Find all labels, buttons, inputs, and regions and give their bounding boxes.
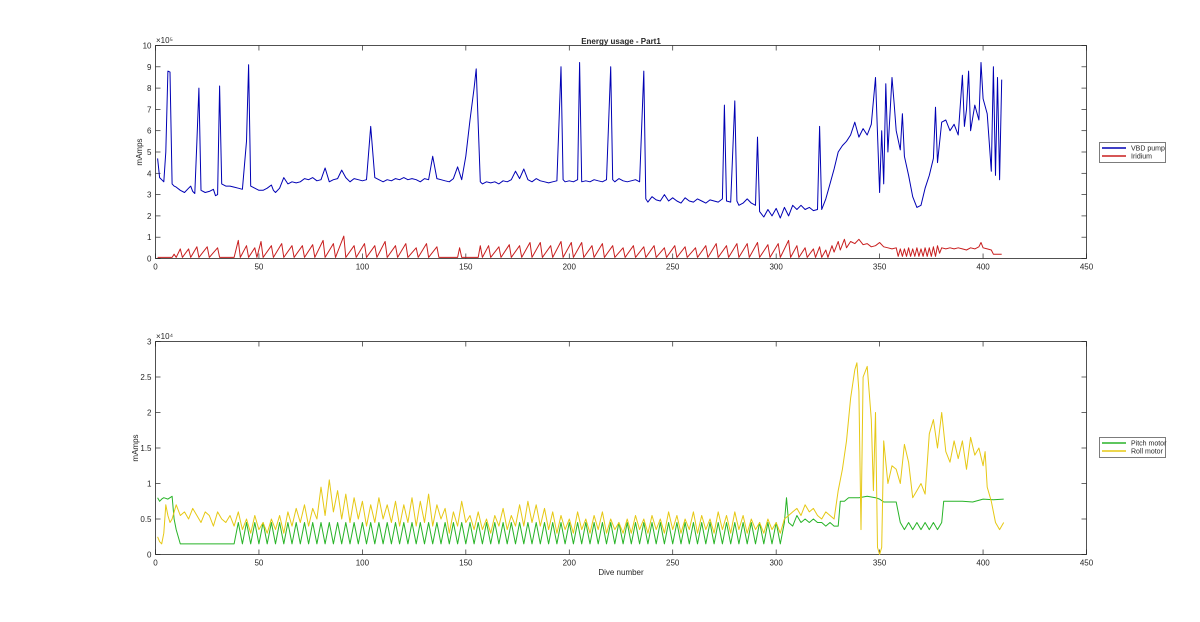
top-y-tick-label: 2 [147,212,152,221]
top-y-exponent-label: ×10⁵ [156,36,173,45]
top-legend: VBD pump Iridium [1099,142,1166,163]
bottom-x-tick-label: 0 [153,559,158,568]
bottom-y-axis-label: mAmps [131,434,140,461]
top-x-tick-label: 100 [356,263,370,272]
bottom-y-tick-label: 1.5 [140,444,152,453]
bottom-x-tick-label: 250 [666,559,680,568]
top-y-tick-label: 8 [147,84,152,93]
bottom-x-tick-label: 200 [563,559,577,568]
top-x-tick-label: 150 [459,263,473,272]
top-x-tick-label: 50 [254,263,263,272]
chart-title: Energy usage - Part1 [581,37,661,46]
bottom-x-tick-label: 300 [769,559,783,568]
bottom-y-exponent-label: ×10⁴ [156,332,174,341]
bottom-y-tick-label: 1 [147,480,152,489]
top-y-tick-label: 7 [147,105,152,114]
top-y-tick-label: 3 [147,191,152,200]
top-y-tick-label: 0 [147,255,152,264]
top-plot-area [155,45,1087,259]
bottom-x-tick-label: 100 [356,559,370,568]
bottom-series-lines [157,362,1005,555]
legend-label-roll-motor: Roll motor [1131,449,1164,456]
series-line-roll-motor [157,362,1005,555]
top-y-tick-label: 6 [147,127,152,136]
top-series-lines [157,62,1003,258]
top-x-tick-label: 0 [153,263,158,272]
bottom-y-tick-label: 3 [147,338,152,347]
top-y-tick-label: 9 [147,63,152,72]
top-x-tick-label: 400 [976,263,990,272]
legend-label-vbd-pump: VBD pump [1131,146,1165,153]
top-plot-panel: Energy usage - Part1 mAmps ×10⁵ 0 50 100 15… [135,36,1094,272]
bottom-y-tick-label: 0 [147,551,152,560]
top-y-tick-label: 5 [147,148,152,157]
bottom-x-tick-label: 50 [254,559,263,568]
top-y-ticks: 0 1 2 3 4 5 6 7 8 9 10 [143,42,1087,264]
series-line-vbd-pump [157,62,1003,219]
top-y-tick-label: 10 [143,42,152,51]
bottom-x-tick-label: 450 [1080,559,1094,568]
bottom-x-tick-label: 350 [873,559,887,568]
bottom-x-ticks: 0 50 100 150 200 250 300 350 400 450 [153,341,1094,568]
bottom-plot-area [155,341,1087,555]
series-line-pitch-motor [157,495,1004,545]
top-x-tick-label: 250 [666,263,680,272]
top-x-tick-label: 350 [873,263,887,272]
bottom-y-ticks: 0 0.5 1 1.5 2 2.5 3 [140,338,1087,560]
top-x-tick-label: 450 [1080,263,1094,272]
series-line-iridium [157,235,1002,258]
top-y-tick-label: 4 [147,169,152,178]
top-y-tick-label: 1 [147,233,152,242]
bottom-x-axis-label: Dive number [598,568,644,577]
bottom-y-tick-label: 2.5 [140,373,152,382]
top-x-tick-label: 300 [769,263,783,272]
top-y-axis-label: mAmps [135,138,144,165]
legend-label-pitch-motor: Pitch motor [1131,441,1167,448]
bottom-x-tick-label: 150 [459,559,473,568]
bottom-plot-panel: mAmps ×10⁴ Dive number 0 50 100 150 200 250 30… [131,332,1094,577]
bottom-legend: Pitch motor Roll motor [1099,437,1167,458]
top-x-tick-label: 200 [563,263,577,272]
bottom-x-tick-label: 400 [976,559,990,568]
top-x-ticks: 0 50 100 150 200 250 300 350 400 450 [153,45,1094,272]
legend-label-iridium: Iridium [1131,154,1152,161]
bottom-y-tick-label: 0.5 [140,515,152,524]
bottom-y-tick-label: 2 [147,409,152,418]
